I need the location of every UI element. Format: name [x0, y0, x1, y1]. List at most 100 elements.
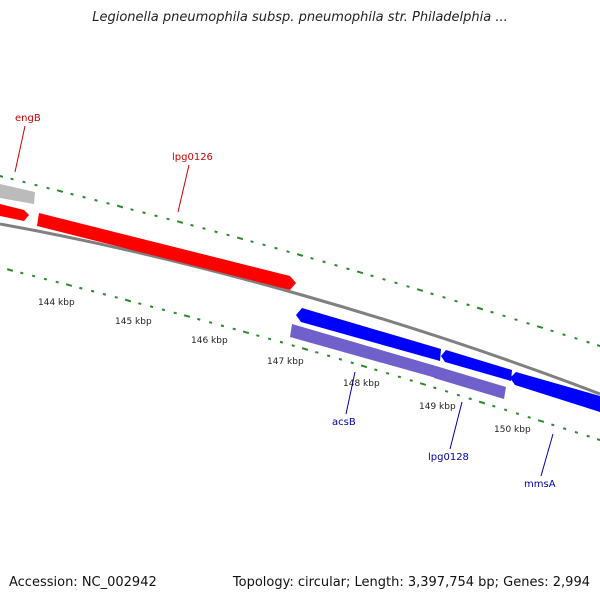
minor-tick: [70, 192, 74, 196]
minor-tick: [456, 393, 461, 397]
minor-tick: [502, 314, 506, 318]
minor-tick: [256, 334, 260, 337]
minor-tick: [82, 195, 86, 199]
major-tick: [360, 364, 368, 369]
major-tick: [65, 283, 73, 287]
gene-lpg0128-lower[interactable]: [434, 366, 506, 399]
minor-tick: [409, 379, 413, 382]
gene-label-lpg0126[interactable]: lpg0126: [172, 152, 213, 163]
accession-text: Accession: NC_002942: [9, 575, 157, 590]
minor-tick: [46, 186, 50, 190]
tick-label: 144 kbp: [38, 298, 75, 308]
minor-tick: [574, 431, 579, 434]
minor-tick: [574, 337, 578, 340]
minor-tick: [586, 340, 590, 344]
gene-engB[interactable]: [0, 184, 35, 204]
gene-label-mmsA[interactable]: mmsA: [524, 479, 556, 490]
minor-tick: [433, 386, 437, 390]
minor-tick: [267, 337, 272, 341]
leader-engB: [14, 125, 26, 173]
gene-label-lpg0128[interactable]: lpg0128: [428, 452, 469, 463]
minor-tick: [79, 286, 83, 290]
scale-tick-labels: 144 kbp 145 kbp 146 kbp 147 kbp 148 kbp …: [38, 298, 531, 435]
minor-tick: [149, 305, 154, 309]
minor-tick: [444, 390, 449, 393]
major-tick: [301, 347, 309, 351]
major-tick: [116, 204, 124, 209]
major-tick: [183, 314, 191, 318]
minor-tick: [394, 281, 398, 285]
minor-tick: [262, 243, 266, 247]
minor-tick: [385, 372, 390, 375]
major-tick: [0, 174, 4, 178]
minor-tick: [526, 322, 530, 325]
major-tick: [596, 438, 600, 442]
tick-label: 145 kbp: [115, 317, 152, 327]
gene-acsB-lower[interactable]: [290, 324, 436, 378]
gene-label-acsB[interactable]: acsB: [332, 417, 356, 428]
minor-tick: [382, 278, 386, 281]
minor-tick: [503, 408, 508, 412]
outer-tick-ring: [0, 174, 600, 348]
minor-tick: [466, 303, 470, 307]
minor-tick: [326, 354, 331, 358]
minor-tick: [454, 299, 458, 303]
major-tick: [596, 344, 600, 348]
minor-tick: [514, 318, 518, 321]
minor-tick: [350, 361, 354, 365]
gene-lpg0128[interactable]: [441, 350, 512, 381]
gene-labels: engB lpg0126 acsB lpg0128 mmsA: [15, 113, 556, 490]
minor-tick: [468, 397, 472, 401]
minor-tick: [202, 227, 206, 230]
minor-tick: [161, 308, 166, 312]
minor-tick: [586, 434, 590, 438]
minor-tick: [43, 277, 48, 281]
minor-tick: [346, 267, 350, 271]
leader-mmsA: [540, 433, 554, 477]
major-tick: [537, 419, 545, 423]
minor-tick: [31, 274, 36, 278]
minor-tick: [430, 292, 434, 296]
minor-tick: [138, 302, 142, 305]
minor-tick: [22, 180, 26, 184]
major-tick: [356, 270, 364, 275]
minor-tick: [274, 246, 278, 250]
minor-tick: [334, 263, 338, 267]
gene-lpg0126[interactable]: [37, 213, 296, 290]
gene-acsB[interactable]: [296, 308, 441, 361]
tick-label: 148 kbp: [343, 379, 380, 389]
minor-tick: [322, 260, 326, 264]
major-tick: [176, 220, 184, 224]
minor-tick: [562, 333, 566, 337]
minor-tick: [286, 250, 290, 253]
major-tick: [242, 330, 250, 335]
minor-tick: [338, 357, 343, 361]
minor-tick: [315, 351, 319, 354]
gene-engB-fragment[interactable]: [0, 204, 29, 221]
minor-tick: [166, 217, 170, 221]
minor-tick: [226, 233, 230, 237]
minor-tick: [173, 311, 177, 315]
leader-acsB: [345, 371, 356, 415]
minor-tick: [550, 329, 554, 333]
minor-tick: [214, 230, 218, 234]
minor-tick: [374, 368, 378, 372]
tick-label: 150 kbp: [494, 425, 531, 435]
minor-tick: [291, 344, 295, 347]
major-tick: [478, 400, 486, 405]
major-tick: [536, 325, 544, 329]
tick-label: 146 kbp: [191, 336, 228, 346]
major-tick: [419, 382, 427, 386]
minor-tick: [190, 223, 194, 227]
minor-tick: [114, 296, 118, 299]
minor-tick: [208, 321, 213, 324]
minor-tick: [34, 183, 38, 187]
minor-tick: [492, 404, 496, 408]
leader-lpg0128: [449, 401, 463, 450]
minor-tick: [527, 416, 531, 419]
major-tick: [476, 306, 484, 311]
gene-mmsA[interactable]: [510, 372, 600, 412]
minor-tick: [154, 214, 158, 218]
gene-label-engB[interactable]: engB: [15, 113, 41, 124]
